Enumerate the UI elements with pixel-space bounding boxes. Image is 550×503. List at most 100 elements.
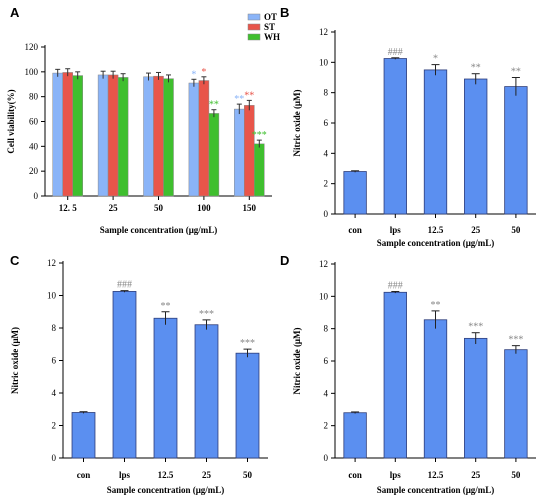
bar-1 bbox=[384, 59, 407, 214]
significance-mark: *** bbox=[468, 322, 483, 333]
x-tick-label: 25 bbox=[109, 203, 119, 213]
bar-wh-2 bbox=[164, 79, 174, 196]
y-tick-label: 8 bbox=[52, 323, 57, 333]
y-tick-label: 0 bbox=[324, 209, 329, 219]
significance-mark: *** bbox=[199, 309, 214, 320]
y-tick-label: 120 bbox=[25, 42, 39, 52]
x-tick-label: con bbox=[77, 470, 91, 480]
y-tick-label: 20 bbox=[29, 166, 39, 176]
bar-ot-2 bbox=[144, 77, 154, 196]
significance-mark: ### bbox=[388, 280, 403, 291]
x-tick-label: lps bbox=[390, 470, 402, 480]
y-tick-label: 12 bbox=[47, 258, 56, 268]
significance-mark: ** bbox=[161, 301, 171, 312]
significance-mark: ** bbox=[511, 67, 521, 78]
x-tick-label: 12.5 bbox=[428, 470, 444, 480]
y-tick-label: 10 bbox=[319, 57, 329, 67]
bar-2 bbox=[154, 318, 177, 458]
panel-letter: B bbox=[280, 5, 289, 20]
bar-3 bbox=[195, 325, 218, 458]
bar-3 bbox=[464, 338, 487, 458]
legend-swatch-ot bbox=[248, 14, 260, 20]
y-tick-label: 4 bbox=[324, 148, 329, 158]
significance-mark: ** bbox=[234, 94, 244, 105]
significance-mark: * bbox=[433, 54, 438, 65]
x-tick-label: lps bbox=[119, 470, 131, 480]
bar-4 bbox=[236, 353, 259, 458]
y-tick-label: 0 bbox=[52, 453, 57, 463]
chart-panel-b: B 0 2 4 6 8 10 12 Nitric oxide (μM) Sample concen… bbox=[280, 5, 536, 248]
y-tick-label: 6 bbox=[324, 118, 329, 128]
x-tick-label: 25 bbox=[202, 470, 212, 480]
bar-1 bbox=[384, 292, 407, 458]
bar-st-3 bbox=[199, 81, 209, 196]
x-tick-label: con bbox=[348, 470, 362, 480]
y-tick-label: 2 bbox=[324, 421, 329, 431]
y-axis-label: Nitric oxide (μM) bbox=[292, 89, 302, 156]
significance-mark: ** bbox=[471, 63, 481, 74]
panel-letter: A bbox=[10, 5, 20, 20]
y-axis-label: Nitric oxide (μM) bbox=[10, 327, 20, 394]
y-tick-label: 100 bbox=[25, 67, 39, 77]
bar-ot-3 bbox=[189, 83, 199, 196]
bar-0 bbox=[72, 413, 95, 459]
bar-ot-0 bbox=[53, 73, 63, 196]
x-axis-label: Sample concentration (μg/mL) bbox=[377, 485, 495, 495]
y-axis-label: Nitric oxide (μM) bbox=[292, 327, 302, 394]
y-tick-label: 0 bbox=[34, 191, 39, 201]
significance-mark: * bbox=[201, 67, 206, 78]
significance-mark: *** bbox=[508, 335, 523, 346]
x-axis-label: Sample concentration (μg/mL) bbox=[377, 238, 495, 248]
significance-mark: ### bbox=[388, 47, 403, 58]
x-axis-label: Sample concentration (μg/mL) bbox=[100, 225, 218, 235]
bar-st-4 bbox=[244, 105, 254, 196]
bar-st-1 bbox=[108, 75, 118, 196]
x-tick-label: 50 bbox=[243, 470, 253, 480]
x-axis-label: Sample concentration (μg/mL) bbox=[107, 485, 225, 495]
y-tick-label: 6 bbox=[324, 356, 329, 366]
bar-0 bbox=[344, 413, 367, 458]
significance-mark: ### bbox=[117, 280, 132, 291]
bar-0 bbox=[344, 172, 367, 214]
significance-mark: ** bbox=[244, 90, 254, 101]
y-tick-label: 8 bbox=[324, 324, 329, 334]
y-tick-label: 40 bbox=[29, 141, 39, 151]
x-tick-label: 25 bbox=[471, 470, 481, 480]
bar-3 bbox=[464, 79, 487, 214]
bar-wh-1 bbox=[118, 77, 128, 196]
significance-mark: ** bbox=[209, 100, 219, 111]
y-tick-label: 4 bbox=[52, 388, 57, 398]
bar-wh-4 bbox=[254, 144, 264, 196]
bar-st-0 bbox=[63, 72, 73, 196]
bar-4 bbox=[505, 350, 528, 458]
bar-wh-3 bbox=[209, 113, 219, 196]
x-tick-label: 12.5 bbox=[158, 470, 174, 480]
x-tick-label: 150 bbox=[243, 203, 257, 213]
x-tick-label: 12. 5 bbox=[59, 203, 78, 213]
x-tick-label: 12.5 bbox=[428, 225, 444, 235]
bar-wh-0 bbox=[73, 76, 83, 196]
y-tick-label: 10 bbox=[47, 291, 57, 301]
chart-panel-c: C 0 2 4 6 8 10 12 Nitric oxide (μM) Sample concen… bbox=[10, 253, 268, 495]
y-tick-label: 2 bbox=[52, 421, 57, 431]
panel-letter: D bbox=[280, 253, 289, 268]
legend-label: WH bbox=[264, 32, 280, 42]
y-axis-label: Cell viability(%) bbox=[6, 89, 16, 153]
bar-ot-4 bbox=[234, 109, 244, 196]
x-tick-label: 50 bbox=[511, 225, 521, 235]
y-tick-label: 12 bbox=[319, 27, 328, 37]
panel-letter: C bbox=[10, 253, 20, 268]
chart-panel-d: D 0 2 4 6 8 10 12 Nitric oxide (μM) Sample concen… bbox=[280, 253, 536, 495]
x-tick-label: lps bbox=[390, 225, 402, 235]
y-tick-label: 6 bbox=[52, 356, 57, 366]
x-tick-label: con bbox=[348, 225, 362, 235]
y-tick-label: 60 bbox=[29, 117, 39, 127]
y-tick-label: 2 bbox=[324, 179, 329, 189]
y-tick-label: 8 bbox=[324, 88, 329, 98]
legend-label: OT bbox=[264, 12, 277, 22]
y-tick-label: 4 bbox=[324, 388, 329, 398]
significance-mark: ** bbox=[431, 300, 441, 311]
y-tick-label: 0 bbox=[324, 453, 329, 463]
